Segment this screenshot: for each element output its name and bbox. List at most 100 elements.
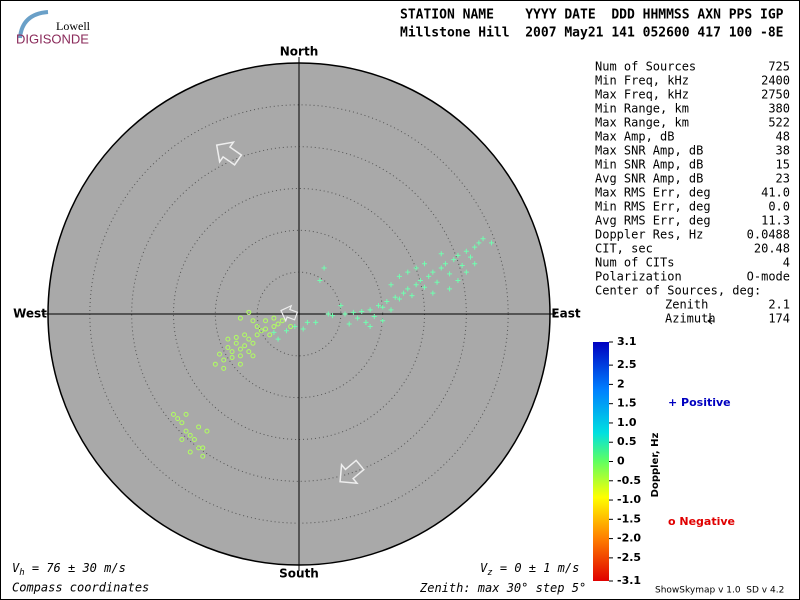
stat-value: O-mode [747,270,790,284]
positive-source [380,318,386,324]
stat-label: Max Range, km [595,116,689,130]
positive-source [413,265,419,271]
stat-value: 0.0 [768,200,790,214]
compass-label: East [551,307,580,321]
legend-negative: o Negative [668,515,735,528]
positive-source [451,257,457,263]
negative-source [229,355,235,361]
positive-source [363,319,369,325]
colorbar-tick-label: -0.5 [617,474,641,487]
negative-source [229,349,235,355]
drift-arrow [339,459,365,485]
negative-source [275,321,281,327]
stat-value: 15 [776,158,790,172]
stat-label: Num of Sources [595,60,696,74]
stat-value: 174 [768,312,790,326]
negative-source [250,318,256,324]
negative-source [187,432,193,438]
stat-label: Min RMS Err, deg [595,200,711,214]
negative-source [246,336,252,342]
legend-positive: + Positive [668,396,731,409]
positive-source [317,278,323,284]
vh-text: Vh = 76 ± 30 m/s [12,561,126,578]
positive-source [346,321,352,327]
negative-source [221,357,227,363]
colorbar-tick-label: 3.1 [617,335,637,348]
negative-source [179,420,185,426]
stat-value: 11.3 [761,214,790,228]
positive-source [447,271,453,277]
colorbar-tick-label: -2.0 [617,532,641,545]
negative-source [250,353,256,359]
positive-source [338,303,344,309]
stat-label: Min SNR Amp, dB [595,158,703,172]
positive-source [455,278,461,284]
stat-label: CIT, sec [595,242,653,256]
negative-source [271,315,277,321]
negative-source [254,324,260,330]
stat-value: 4 [783,256,790,270]
positive-source [405,269,411,275]
positive-source [480,236,486,242]
positive-source [396,273,402,279]
negative-source [237,315,243,321]
positive-source [442,261,448,267]
center-arrow [280,304,299,323]
colorbar-tick-label: -1.5 [617,512,641,525]
positive-source [392,294,398,300]
stat-label: Max Amp, dB [595,130,674,144]
positive-source [388,307,394,313]
stat-label: Avg RMS Err, deg [595,214,711,228]
logo-top: Lowell [56,19,91,33]
positive-source [396,296,402,302]
zenith-text: Zenith: max 30° step 5° [419,581,586,595]
positive-source [426,273,432,279]
positive-source [405,286,411,292]
negative-source [288,324,294,330]
positive-source [342,311,348,317]
positive-source [422,284,427,290]
positive-source [300,326,306,332]
positive-source [367,307,373,313]
negative-source [204,428,210,434]
positive-source [463,269,469,275]
colorbar-tick-label: 2.5 [617,358,637,371]
negative-source [279,318,285,324]
positive-source [359,308,365,314]
positive-source [447,286,453,292]
colorbar-tick-label: -2.5 [617,551,641,564]
positive-source [350,309,356,315]
positive-source [430,290,436,296]
negative-source [179,437,185,442]
stat-label: Max Freq, kHz [595,88,689,102]
colorbar-label: Doppler, Hz [650,433,661,498]
drift-arrow [215,141,243,166]
logo-swoosh [18,10,49,39]
negative-source [237,361,243,367]
positive-source [434,279,440,285]
compass-label: West [13,307,47,321]
stat-value: 23 [776,172,790,186]
negative-source [187,449,193,455]
stat-label: Avg SNR Amp, dB [595,172,703,186]
colorbar [593,342,609,581]
positive-source [401,290,407,296]
stat-value: 0.0488 [747,228,790,242]
stat-label: Zenith [665,298,708,312]
stat-label: Min Freq, kHz [595,74,689,88]
positive-source [488,240,494,246]
stat-value: 2750 [761,88,790,102]
stat-value: 380 [768,102,790,116]
negative-source [267,332,273,338]
negative-source [200,445,206,451]
stat-label: Max SNR Amp, dB [595,144,703,158]
positive-source [304,319,310,325]
stat-value: 522 [768,116,790,130]
azimuth-icon [707,317,714,325]
negative-source [250,340,256,346]
negative-source [263,318,269,324]
positive-source [463,248,469,254]
stat-label: Num of CITs [595,256,674,270]
stat-label: Center of Sources, deg: [595,284,761,298]
